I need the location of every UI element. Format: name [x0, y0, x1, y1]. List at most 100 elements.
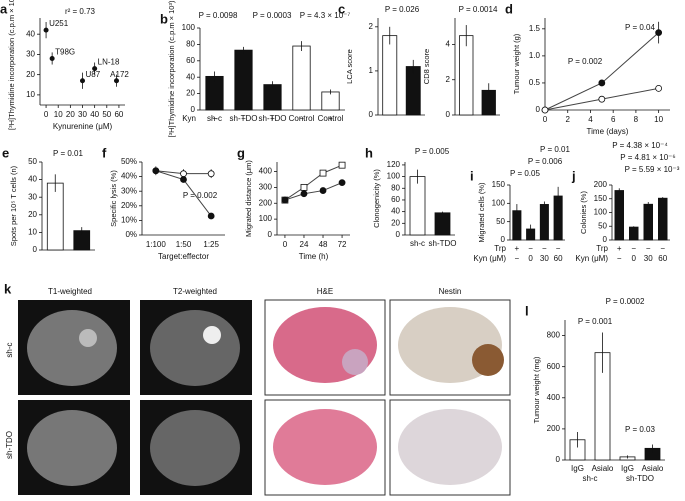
- row-label: sh-c: [5, 342, 14, 357]
- bar: [321, 91, 340, 111]
- y-tick-label: 30: [28, 192, 37, 201]
- y-axis-label: Tumour weight (g): [512, 33, 521, 94]
- p-value: P = 0.002: [183, 191, 218, 200]
- p-value: P = 0.001: [578, 317, 613, 326]
- marker: [152, 167, 160, 175]
- y-tick-label: 100: [259, 214, 273, 223]
- series-line: [284, 164, 343, 201]
- p-value: P = 0.002: [568, 57, 603, 66]
- bar: [292, 45, 311, 111]
- row-label: 30: [644, 254, 653, 263]
- y-tick-label: 50%: [121, 157, 137, 166]
- x-tick-label: 60: [114, 110, 123, 119]
- y-tick-label: 0%: [125, 230, 137, 239]
- y-tick-label: 200: [594, 180, 608, 189]
- row-name: Trp: [494, 244, 506, 253]
- x-tick-label: 0: [283, 240, 288, 249]
- y-tick-label: 60: [186, 56, 195, 65]
- point: [43, 27, 49, 33]
- p-value: P = 4.3 × 10⁻⁷: [300, 11, 351, 20]
- y-tick-label: 120: [387, 160, 401, 169]
- bar: [382, 35, 398, 116]
- mri-image: [203, 326, 221, 344]
- y-tick-label: 20%: [121, 201, 137, 210]
- row-label: −: [528, 244, 533, 253]
- x-tick-label: 24: [300, 240, 309, 249]
- marker: [338, 179, 346, 187]
- point-label: U87: [86, 70, 101, 79]
- p-value: P = 0.0098: [199, 11, 238, 20]
- row-label: 60: [658, 254, 667, 263]
- point-label: T98G: [55, 48, 75, 57]
- panel-letter: j: [571, 168, 576, 183]
- row-name: Trp: [596, 244, 608, 253]
- y-tick-label: 60: [391, 195, 400, 204]
- p-value: P = 0.005: [415, 147, 450, 156]
- p-value: P = 0.01: [540, 145, 570, 154]
- y-tick-label: 30%: [121, 186, 137, 195]
- point-label: U251: [49, 19, 69, 28]
- y-tick-label: 0: [446, 110, 451, 119]
- x-tick-label: 1:25: [203, 240, 219, 249]
- bar: [539, 204, 549, 241]
- marker: [207, 170, 215, 178]
- marker: [300, 183, 308, 191]
- x-tick-label: Control: [289, 114, 315, 123]
- column-label: Nestin: [439, 287, 462, 296]
- x-tick-label: Asialo: [642, 464, 664, 473]
- he-image: [273, 409, 377, 485]
- bar: [205, 75, 224, 111]
- x-tick-label: Control: [318, 114, 344, 123]
- bar: [263, 84, 282, 111]
- row-name: Kyn (μM): [575, 254, 608, 263]
- row-label: −: [241, 114, 246, 123]
- x-tick-label: sh-TDO: [259, 114, 287, 123]
- panel-letter: c: [338, 1, 345, 16]
- x-tick-label: 4: [588, 115, 593, 124]
- y-tick-label: 0: [396, 230, 401, 239]
- point: [80, 78, 85, 84]
- mri-image: [27, 410, 117, 486]
- x-tick-label: 20: [66, 110, 75, 119]
- p-value: P = 0.026: [385, 5, 420, 14]
- x-tick-label: 0: [543, 115, 548, 124]
- y-axis-label: Spots per 10⁵ T cells (n): [9, 165, 18, 246]
- panel-letter: f: [102, 145, 107, 160]
- y-axis-label: Colonies (%): [579, 191, 588, 234]
- y-axis-label: Specific lysis (%): [109, 170, 118, 227]
- y-tick-label: 40: [28, 175, 37, 184]
- p-value: P = 0.006: [528, 157, 563, 166]
- marker: [281, 196, 289, 204]
- panel-letter: i: [470, 168, 474, 183]
- p-value: P = 4.38 × 10⁻⁴: [612, 141, 668, 150]
- x-axis-label: Kynurenine (μM): [53, 122, 113, 131]
- row-name: Kyn: [182, 114, 196, 123]
- x-tick-label: 1:100: [146, 240, 167, 249]
- row-label: −: [299, 114, 304, 123]
- bar: [614, 190, 625, 241]
- p-value: P = 0.01: [53, 149, 83, 158]
- marker: [319, 187, 327, 194]
- bar: [434, 212, 451, 236]
- row-label: sh-TDO: [5, 431, 14, 459]
- panel-letter: e: [2, 145, 9, 160]
- mri-image: [150, 410, 240, 486]
- row-label: −: [631, 244, 636, 253]
- nestin-image: [472, 344, 504, 376]
- marker: [598, 79, 606, 87]
- y-tick-label: 400: [259, 167, 273, 176]
- y-tick-label: 0: [369, 110, 374, 119]
- p-value: P = 0.0003: [253, 11, 292, 20]
- series-line: [284, 182, 343, 201]
- he-image: [342, 349, 368, 375]
- y-tick-label: 0: [501, 235, 506, 244]
- mri-image: [79, 329, 97, 347]
- x-tick-label: 1:50: [176, 240, 192, 249]
- y-tick-label: 40: [391, 207, 400, 216]
- y-tick-label: 0: [556, 455, 561, 464]
- marker: [541, 106, 549, 114]
- x-tick-label: 10: [54, 110, 63, 119]
- row-label: 0: [528, 254, 533, 263]
- y-tick-label: 800: [547, 331, 561, 340]
- y-tick-label: 40: [186, 72, 195, 81]
